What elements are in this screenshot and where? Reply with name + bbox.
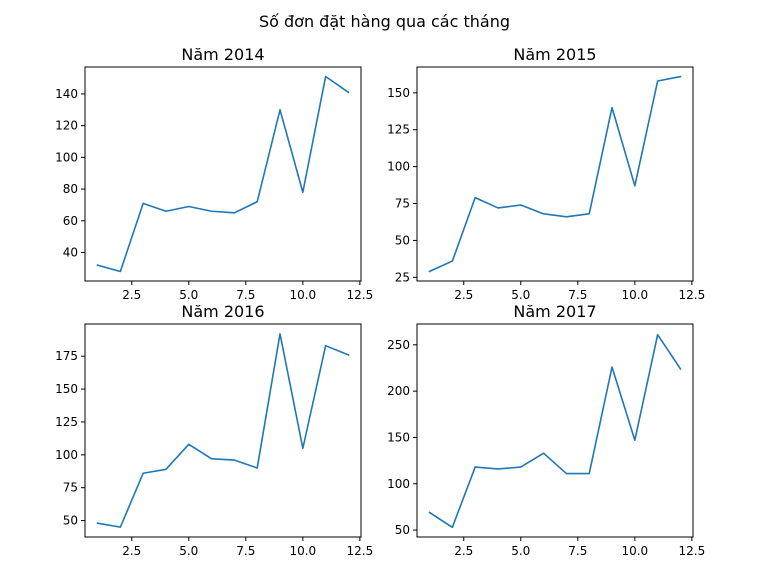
x-tick-label: 7.5 (236, 288, 255, 302)
x-tick-label: 7.5 (236, 544, 255, 558)
y-tick-label: 100 (387, 477, 410, 491)
subplot-title: Năm 2016 (181, 302, 264, 321)
y-tick-label: 50 (395, 233, 410, 247)
y-tick-label: 150 (387, 86, 410, 100)
y-tick-label: 140 (55, 87, 78, 101)
series-line-1 (428, 75, 682, 273)
y-tick-label: 60 (63, 214, 78, 228)
subplot-3: Năm 2016 2.5 5.0 7.5 10.0 12.5 50 75 100 125 150 17… (55, 302, 373, 558)
y-tick-label: 100 (55, 150, 78, 164)
x-tick-label: 2.5 (454, 288, 473, 302)
y-tick-label: 250 (387, 338, 410, 352)
y-tick-label: 100 (387, 160, 410, 174)
x-tick-label: 2.5 (122, 544, 141, 558)
y-tick-label: 175 (55, 349, 78, 363)
series-line-1 (96, 333, 350, 528)
y-tick-label: 40 (63, 245, 78, 259)
series-line-1 (96, 75, 350, 273)
y-tick-label: 125 (387, 123, 410, 137)
axes-frame (416, 66, 694, 282)
axes-frame (416, 323, 694, 538)
x-tick-label: 12.5 (347, 544, 374, 558)
x-tick-label: 7.5 (568, 544, 587, 558)
x-tick-label: 5.0 (511, 544, 530, 558)
axes-frame (84, 323, 362, 538)
subplot-title: Năm 2014 (181, 45, 264, 64)
x-tick-label: 5.0 (179, 544, 198, 558)
x-tick-label: 10.0 (289, 288, 316, 302)
subplot-title: Năm 2017 (513, 302, 596, 321)
x-tick-label: 10.0 (621, 544, 648, 558)
subplots: Năm 2014 2.5 5.0 7.5 10.0 12.5 40 60 80 100 120 140… (55, 45, 705, 558)
x-tick-label: 7.5 (568, 288, 587, 302)
x-tick-label: 10.0 (621, 288, 648, 302)
subplot-1: Năm 2014 2.5 5.0 7.5 10.0 12.5 40 60 80 100 120 140 (55, 45, 373, 302)
y-tick-label: 50 (63, 514, 78, 528)
x-tick-label: 12.5 (679, 544, 706, 558)
x-tick-label: 5.0 (511, 288, 530, 302)
y-tick-label: 25 (395, 270, 410, 284)
axes-frame (84, 66, 362, 282)
y-tick-label: 80 (63, 182, 78, 196)
series-line-1 (428, 333, 682, 529)
y-tick-label: 125 (55, 415, 78, 429)
x-tick-label: 12.5 (679, 288, 706, 302)
x-tick-label: 12.5 (347, 288, 374, 302)
y-tick-label: 200 (387, 384, 410, 398)
subplot-2: Năm 2015 2.5 5.0 7.5 10.0 12.5 25 50 75 100 125 150 (387, 45, 705, 302)
y-tick-label: 75 (395, 197, 410, 211)
y-tick-label: 120 (55, 119, 78, 133)
x-tick-label: 5.0 (179, 288, 198, 302)
y-tick-label: 150 (55, 382, 78, 396)
y-tick-label: 50 (395, 523, 410, 537)
x-tick-label: 2.5 (454, 544, 473, 558)
y-tick-label: 75 (63, 481, 78, 495)
y-tick-label: 150 (387, 430, 410, 444)
x-tick-label: 10.0 (289, 544, 316, 558)
figure-suptitle: Số đơn đặt hàng qua các tháng (259, 12, 510, 31)
subplot-4: Năm 2017 2.5 5.0 7.5 10.0 12.5 50 100 150 200 250 (387, 302, 705, 558)
y-tick-label: 100 (55, 448, 78, 462)
subplot-title: Năm 2015 (513, 45, 596, 64)
x-tick-label: 2.5 (122, 288, 141, 302)
